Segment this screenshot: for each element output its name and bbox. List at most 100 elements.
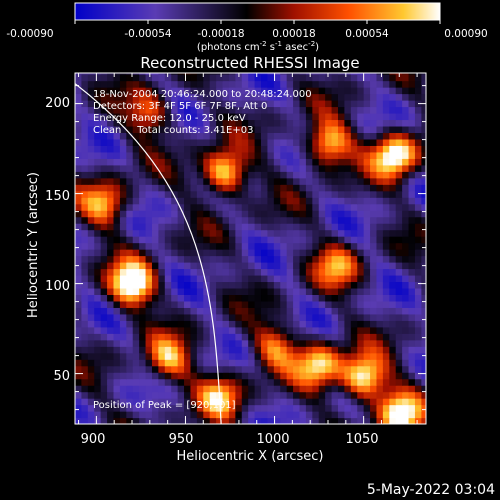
heatmap-cell <box>305 417 313 424</box>
heatmap-cell <box>119 300 127 308</box>
heatmap-cell <box>357 255 365 263</box>
heatmap-cell <box>318 203 326 211</box>
heatmap-cell <box>376 255 384 263</box>
heatmap-cell <box>209 177 217 185</box>
heatmap-cell <box>196 242 204 250</box>
heatmap-cell <box>389 320 397 328</box>
heatmap-cell <box>267 326 275 334</box>
heatmap-cell <box>273 352 281 360</box>
heatmap-cell <box>414 255 422 263</box>
heatmap-cell <box>267 391 275 399</box>
heatmap-cell <box>228 313 236 321</box>
heatmap-cell <box>370 313 378 321</box>
heatmap-cell <box>100 294 108 302</box>
heatmap-cell <box>132 359 140 367</box>
heatmap-cell <box>184 333 192 341</box>
heatmap-cell <box>248 138 256 146</box>
heatmap-cell <box>402 112 410 121</box>
heatmap-cell <box>293 365 301 373</box>
heatmap-cell <box>158 93 166 101</box>
heatmap-cell <box>164 190 172 198</box>
heatmap-cell <box>248 100 256 108</box>
heatmap-cell <box>203 404 211 412</box>
heatmap-cell <box>164 229 172 237</box>
heatmap-cell <box>395 138 403 146</box>
heatmap-cell <box>389 313 397 321</box>
heatmap-cell <box>363 177 371 185</box>
heatmap-cell <box>171 326 179 334</box>
heatmap-cell <box>235 300 243 308</box>
heatmap-cell <box>376 242 384 250</box>
heatmap-cell <box>350 74 358 82</box>
heatmap-cell <box>370 378 378 386</box>
heatmap-cell <box>318 242 326 250</box>
heatmap-cell <box>389 372 397 380</box>
heatmap-cell <box>325 339 333 347</box>
heatmap-cell <box>273 145 281 153</box>
heatmap-cell <box>248 274 256 283</box>
heatmap-cell <box>222 87 230 95</box>
heatmap-cell <box>151 177 159 185</box>
heatmap-cell <box>241 73 249 75</box>
heatmap-cell <box>126 326 134 334</box>
heatmap-cell <box>357 365 365 373</box>
heatmap-cell <box>139 385 147 393</box>
heatmap-cell <box>248 307 256 315</box>
heatmap-cell <box>209 242 217 250</box>
heatmap-cell <box>363 313 371 321</box>
heatmap-cell <box>75 268 83 276</box>
heatmap-cell <box>171 385 179 393</box>
heatmap-cell <box>389 106 397 114</box>
heatmap-cell <box>126 313 134 321</box>
heatmap-cell <box>107 242 115 250</box>
heatmap-cell <box>273 119 281 127</box>
heatmap-cell <box>75 125 83 133</box>
heatmap-cell <box>337 365 345 373</box>
heatmap-cell <box>196 216 204 224</box>
heatmap-cell <box>107 93 115 101</box>
heatmap-cell <box>228 262 236 270</box>
heatmap-cell <box>203 73 211 75</box>
heatmap-cell <box>414 158 422 166</box>
heatmap-cell <box>100 151 108 159</box>
heatmap-cell <box>190 255 198 263</box>
heatmap-cell <box>325 320 333 328</box>
heatmap-cell <box>305 229 313 237</box>
heatmap-cell <box>190 158 198 166</box>
heatmap-cell <box>261 255 269 263</box>
heatmap-cell <box>184 262 192 270</box>
heatmap-cell <box>325 385 333 393</box>
heatmap-cell <box>119 385 127 393</box>
heatmap-cell <box>337 385 345 393</box>
heatmap-cell <box>94 326 102 334</box>
heatmap-cell <box>171 184 179 192</box>
heatmap-cell <box>299 177 307 185</box>
heatmap-cell <box>312 326 320 334</box>
heatmap-cell <box>318 378 326 386</box>
heatmap-cell <box>389 236 397 244</box>
heatmap-cell <box>75 255 83 263</box>
heatmap-cell <box>94 132 102 140</box>
heatmap-cell <box>107 391 115 399</box>
heatmap-cell <box>222 352 230 360</box>
heatmap-cell <box>280 287 288 295</box>
heatmap-cell <box>312 184 320 192</box>
heatmap-cell <box>132 203 140 211</box>
heatmap-cell <box>337 274 345 283</box>
heatmap-cell <box>94 73 102 75</box>
heatmap-cell <box>132 80 140 88</box>
heatmap-cell <box>357 242 365 250</box>
heatmap-cell <box>370 145 378 153</box>
heatmap-cell <box>414 313 422 321</box>
heatmap-cell <box>402 287 410 295</box>
heatmap-cell <box>100 216 108 224</box>
heatmap-cell <box>389 378 397 386</box>
heatmap-cell <box>119 404 127 412</box>
heatmap-cell <box>382 346 390 354</box>
heatmap-cell <box>196 385 204 393</box>
heatmap-cell <box>177 177 185 185</box>
heatmap-cell <box>312 100 320 108</box>
heatmap-cell <box>312 294 320 302</box>
heatmap-cell <box>325 171 333 179</box>
annotation-detectors: Detectors: 3F 4F 5F 6F 7F 8F, Att 0 <box>93 101 267 112</box>
